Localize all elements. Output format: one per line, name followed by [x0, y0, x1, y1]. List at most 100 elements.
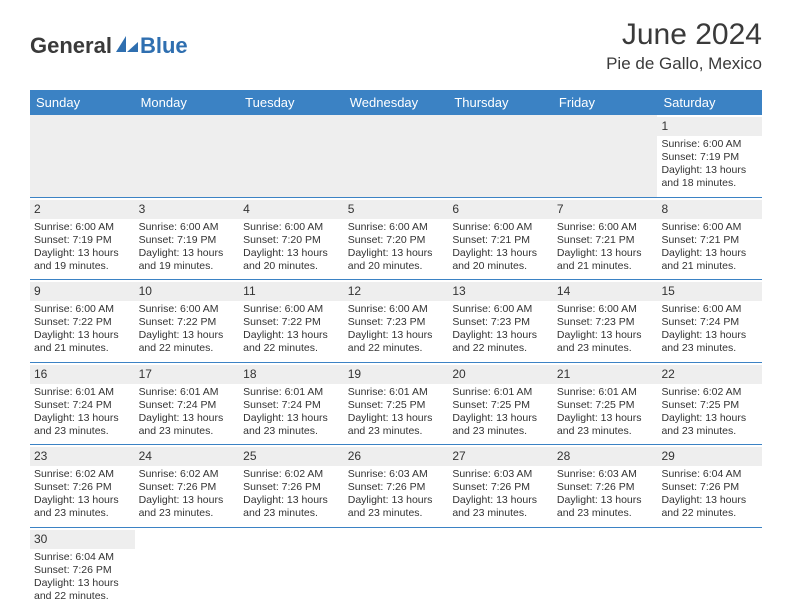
daylight-text: Daylight: 13 hours — [661, 164, 758, 177]
day-number: 11 — [239, 282, 344, 301]
logo-text-blue: Blue — [140, 33, 188, 59]
location-label: Pie de Gallo, Mexico — [606, 54, 762, 74]
calendar-row: 30 Sunrise: 6:04 AMSunset: 7:26 PMDayligh… — [30, 527, 762, 610]
weekday-col: Monday — [135, 90, 240, 115]
calendar-cell: 30 Sunrise: 6:04 AMSunset: 7:26 PMDayligh… — [30, 528, 135, 610]
sunset-text: Sunset: 7:23 PM — [348, 316, 445, 329]
daylight-text: Daylight: 13 hours — [348, 247, 445, 260]
calendar-row: 23 Sunrise: 6:02 AM Sunset: 7:26 PM Dayligh… — [30, 444, 762, 527]
title-block: June 2024 Pie de Gallo, Mexico — [606, 18, 762, 74]
day-number: 23 — [30, 447, 135, 466]
daylight-text: and 22 minutes. — [452, 342, 549, 355]
sunrise-text: Sunrise: 6:00 AM — [661, 138, 758, 151]
daylight-text: Daylight: 13 hours — [139, 412, 236, 425]
daylight-text: and 22 minutes. — [243, 342, 340, 355]
day-number: 19 — [344, 365, 449, 384]
daylight-text: Daylight: 13 hours — [243, 247, 340, 260]
sunrise-text: Sunrise: 6:04 AM — [34, 551, 131, 564]
sunrise-text: Sunrise: 6:02 AM — [139, 468, 236, 481]
sunrise-text: Sunrise: 6:00 AM — [557, 221, 654, 234]
calendar-cell: 25Sunrise: 6:02 AMSunset: 7:26 PMDayligh… — [239, 445, 344, 527]
daylight-text: Daylight: 13 hours — [661, 494, 758, 507]
calendar-cell — [344, 115, 449, 197]
day-number: 13 — [448, 282, 553, 301]
daylight-text: Daylight: 13 hours — [661, 329, 758, 342]
daylight-text: Daylight: 13 hours — [243, 329, 340, 342]
daylight-text: and 23 minutes. — [348, 425, 445, 438]
sunset-text: Sunset: 7:20 PM — [348, 234, 445, 247]
calendar-cell: 12Sunrise: 6:00 AMSunset: 7:23 PMDayligh… — [344, 280, 449, 362]
page-header: General Blue June 2024 Pie de Gallo, Mex… — [0, 0, 792, 82]
daylight-text: and 20 minutes. — [452, 260, 549, 273]
sunset-text: Sunset: 7:21 PM — [661, 234, 758, 247]
day-number: 21 — [553, 365, 658, 384]
daylight-text: Daylight: 13 hours — [243, 412, 340, 425]
sunset-text: Sunset: 7:21 PM — [452, 234, 549, 247]
calendar-cell — [239, 528, 344, 610]
calendar-cell: 23Sunrise: 6:02 AMSunset: 7:26 PMDayligh… — [30, 445, 135, 527]
daylight-text: Daylight: 13 hours — [34, 329, 131, 342]
daylight-text: and 23 minutes. — [661, 425, 758, 438]
weekday-col: Friday — [553, 90, 658, 115]
daylight-text: Daylight: 13 hours — [34, 577, 131, 590]
daylight-text: Daylight: 13 hours — [243, 494, 340, 507]
day-number: 2 — [30, 200, 135, 219]
daylight-text: Daylight: 13 hours — [34, 412, 131, 425]
sunrise-text: Sunrise: 6:02 AM — [243, 468, 340, 481]
sail-icon — [114, 34, 140, 59]
day-number: 5 — [344, 200, 449, 219]
calendar-cell: 7Sunrise: 6:00 AMSunset: 7:21 PMDaylight… — [553, 198, 658, 280]
day-number: 17 — [135, 365, 240, 384]
day-number: 25 — [239, 447, 344, 466]
day-number: 26 — [344, 447, 449, 466]
calendar-cell — [135, 115, 240, 197]
day-number: 28 — [553, 447, 658, 466]
day-number: 22 — [657, 365, 762, 384]
daylight-text: Daylight: 13 hours — [452, 329, 549, 342]
sunset-text: Sunset: 7:26 PM — [348, 481, 445, 494]
day-number: 30 — [30, 530, 135, 549]
calendar-cell: 2Sunrise: 6:00 AMSunset: 7:19 PMDaylight… — [30, 198, 135, 280]
day-number: 8 — [657, 200, 762, 219]
daylight-text: Daylight: 13 hours — [348, 412, 445, 425]
weekday-col: Saturday — [657, 90, 762, 115]
daylight-text: and 19 minutes. — [139, 260, 236, 273]
sunrise-text: Sunrise: 6:00 AM — [243, 221, 340, 234]
daylight-text: and 23 minutes. — [661, 342, 758, 355]
sunset-text: Sunset: 7:24 PM — [34, 399, 131, 412]
day-number: 14 — [553, 282, 658, 301]
sunrise-text: Sunrise: 6:00 AM — [243, 303, 340, 316]
daylight-text: and 21 minutes. — [34, 342, 131, 355]
calendar-cell — [239, 115, 344, 197]
day-number: 7 — [553, 200, 658, 219]
daylight-text: Daylight: 13 hours — [452, 412, 549, 425]
logo-text-general: General — [30, 33, 112, 59]
calendar-cell — [553, 528, 658, 610]
daylight-text: and 22 minutes. — [661, 507, 758, 520]
daylight-text: and 21 minutes. — [557, 260, 654, 273]
sunrise-text: Sunrise: 6:00 AM — [661, 303, 758, 316]
day-number: 18 — [239, 365, 344, 384]
sunrise-text: Sunrise: 6:00 AM — [452, 303, 549, 316]
logo: General Blue — [30, 33, 188, 59]
sunset-text: Sunset: 7:24 PM — [243, 399, 340, 412]
day-number: 16 — [30, 365, 135, 384]
daylight-text: and 23 minutes. — [243, 425, 340, 438]
calendar-cell: 18Sunrise: 6:01 AMSunset: 7:24 PMDayligh… — [239, 363, 344, 445]
sunset-text: Sunset: 7:21 PM — [557, 234, 654, 247]
calendar-cell: 26Sunrise: 6:03 AMSunset: 7:26 PMDayligh… — [344, 445, 449, 527]
daylight-text: and 23 minutes. — [243, 507, 340, 520]
sunset-text: Sunset: 7:22 PM — [139, 316, 236, 329]
sunset-text: Sunset: 7:26 PM — [34, 564, 131, 577]
calendar-cell: 15Sunrise: 6:00 AMSunset: 7:24 PMDayligh… — [657, 280, 762, 362]
calendar-cell: 13Sunrise: 6:00 AMSunset: 7:23 PMDayligh… — [448, 280, 553, 362]
day-number: 9 — [30, 282, 135, 301]
calendar-row: 2Sunrise: 6:00 AMSunset: 7:19 PMDaylight… — [30, 197, 762, 280]
calendar-cell: 3Sunrise: 6:00 AMSunset: 7:19 PMDaylight… — [135, 198, 240, 280]
daylight-text: Daylight: 13 hours — [452, 247, 549, 260]
calendar-cell: 14Sunrise: 6:00 AMSunset: 7:23 PMDayligh… — [553, 280, 658, 362]
calendar-cell — [135, 528, 240, 610]
sunset-text: Sunset: 7:25 PM — [557, 399, 654, 412]
daylight-text: and 23 minutes. — [139, 425, 236, 438]
weekday-col: Thursday — [448, 90, 553, 115]
